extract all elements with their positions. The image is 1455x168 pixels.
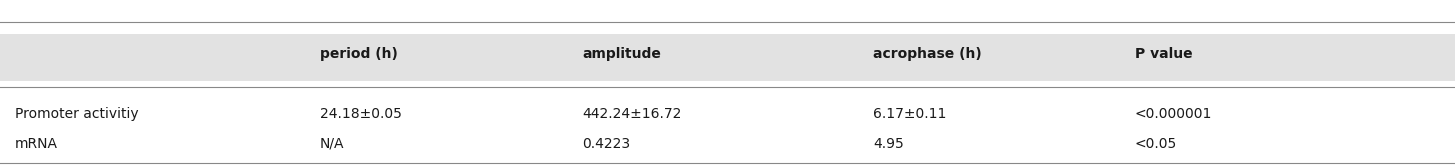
Text: acrophase (h): acrophase (h) [873, 47, 982, 61]
Text: N/A: N/A [320, 137, 345, 151]
Text: 24.18±0.05: 24.18±0.05 [320, 107, 402, 121]
Text: <0.000001: <0.000001 [1135, 107, 1212, 121]
Text: amplitude: amplitude [582, 47, 661, 61]
Text: period (h): period (h) [320, 47, 399, 61]
Text: <0.05: <0.05 [1135, 137, 1177, 151]
Text: 442.24±16.72: 442.24±16.72 [582, 107, 681, 121]
Text: 0.4223: 0.4223 [582, 137, 630, 151]
Text: mRNA: mRNA [15, 137, 58, 151]
Text: P value: P value [1135, 47, 1193, 61]
Text: 4.95: 4.95 [873, 137, 904, 151]
Bar [0, 34, 1455, 81]
Text: Promoter activitiy: Promoter activitiy [15, 107, 138, 121]
Bar [0, 5, 1455, 34]
Text: 6.17±0.11: 6.17±0.11 [873, 107, 946, 121]
